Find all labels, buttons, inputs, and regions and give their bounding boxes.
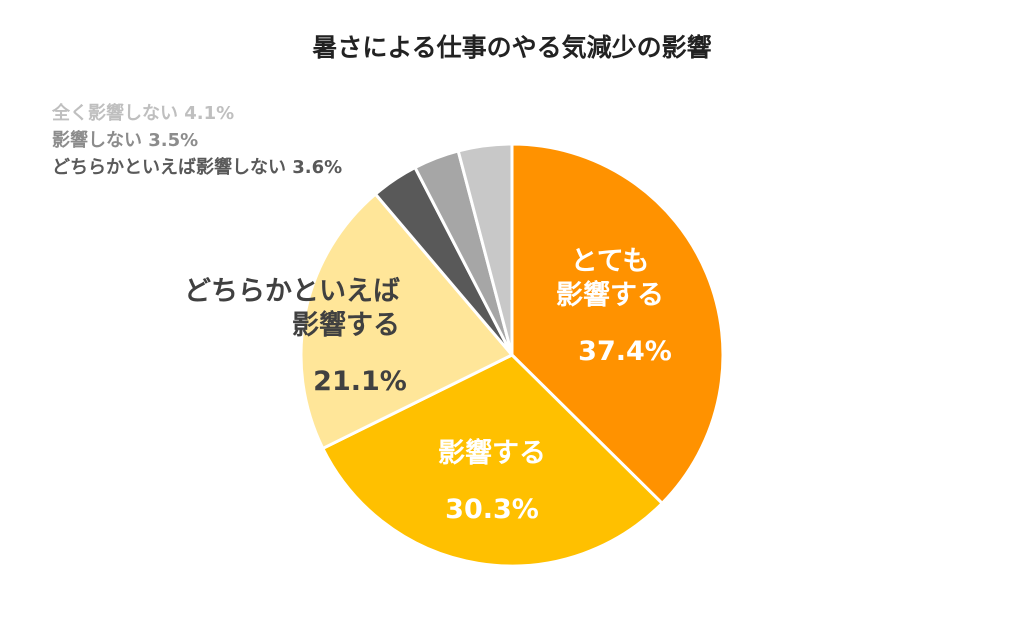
pie-slice-5 <box>456 142 514 357</box>
pie-slices <box>299 142 725 568</box>
slice-label-0-line-0: とても <box>571 246 650 277</box>
slice-label-2-line-1: 影響する <box>292 309 400 341</box>
slice-value-2: 21.1% <box>313 366 407 397</box>
chart-title: 暑さによる仕事のやる気減少の影響 <box>312 33 711 62</box>
small-slice-label-3: どちらかといえば影響しない 3.6% <box>52 156 342 178</box>
small-slice-label-5: 全く影響しない 4.1% <box>51 102 234 124</box>
slice-value-1: 30.3% <box>445 494 539 525</box>
small-slice-label-4: 影響しない 3.5% <box>52 129 198 151</box>
slice-label-2-line-0: どちらかといえば <box>184 276 400 307</box>
pie-slice-0 <box>510 142 725 505</box>
slice-value-0: 37.4% <box>578 336 672 367</box>
slice-label-1-line-0: 影響する <box>438 437 546 469</box>
pie-slice-2 <box>299 192 514 450</box>
slice-label-0-line-1: 影響する <box>556 279 664 311</box>
pie-labels: とても影響する37.4%影響する30.3%どちらかといえば影響する21.1%全く… <box>51 102 672 525</box>
